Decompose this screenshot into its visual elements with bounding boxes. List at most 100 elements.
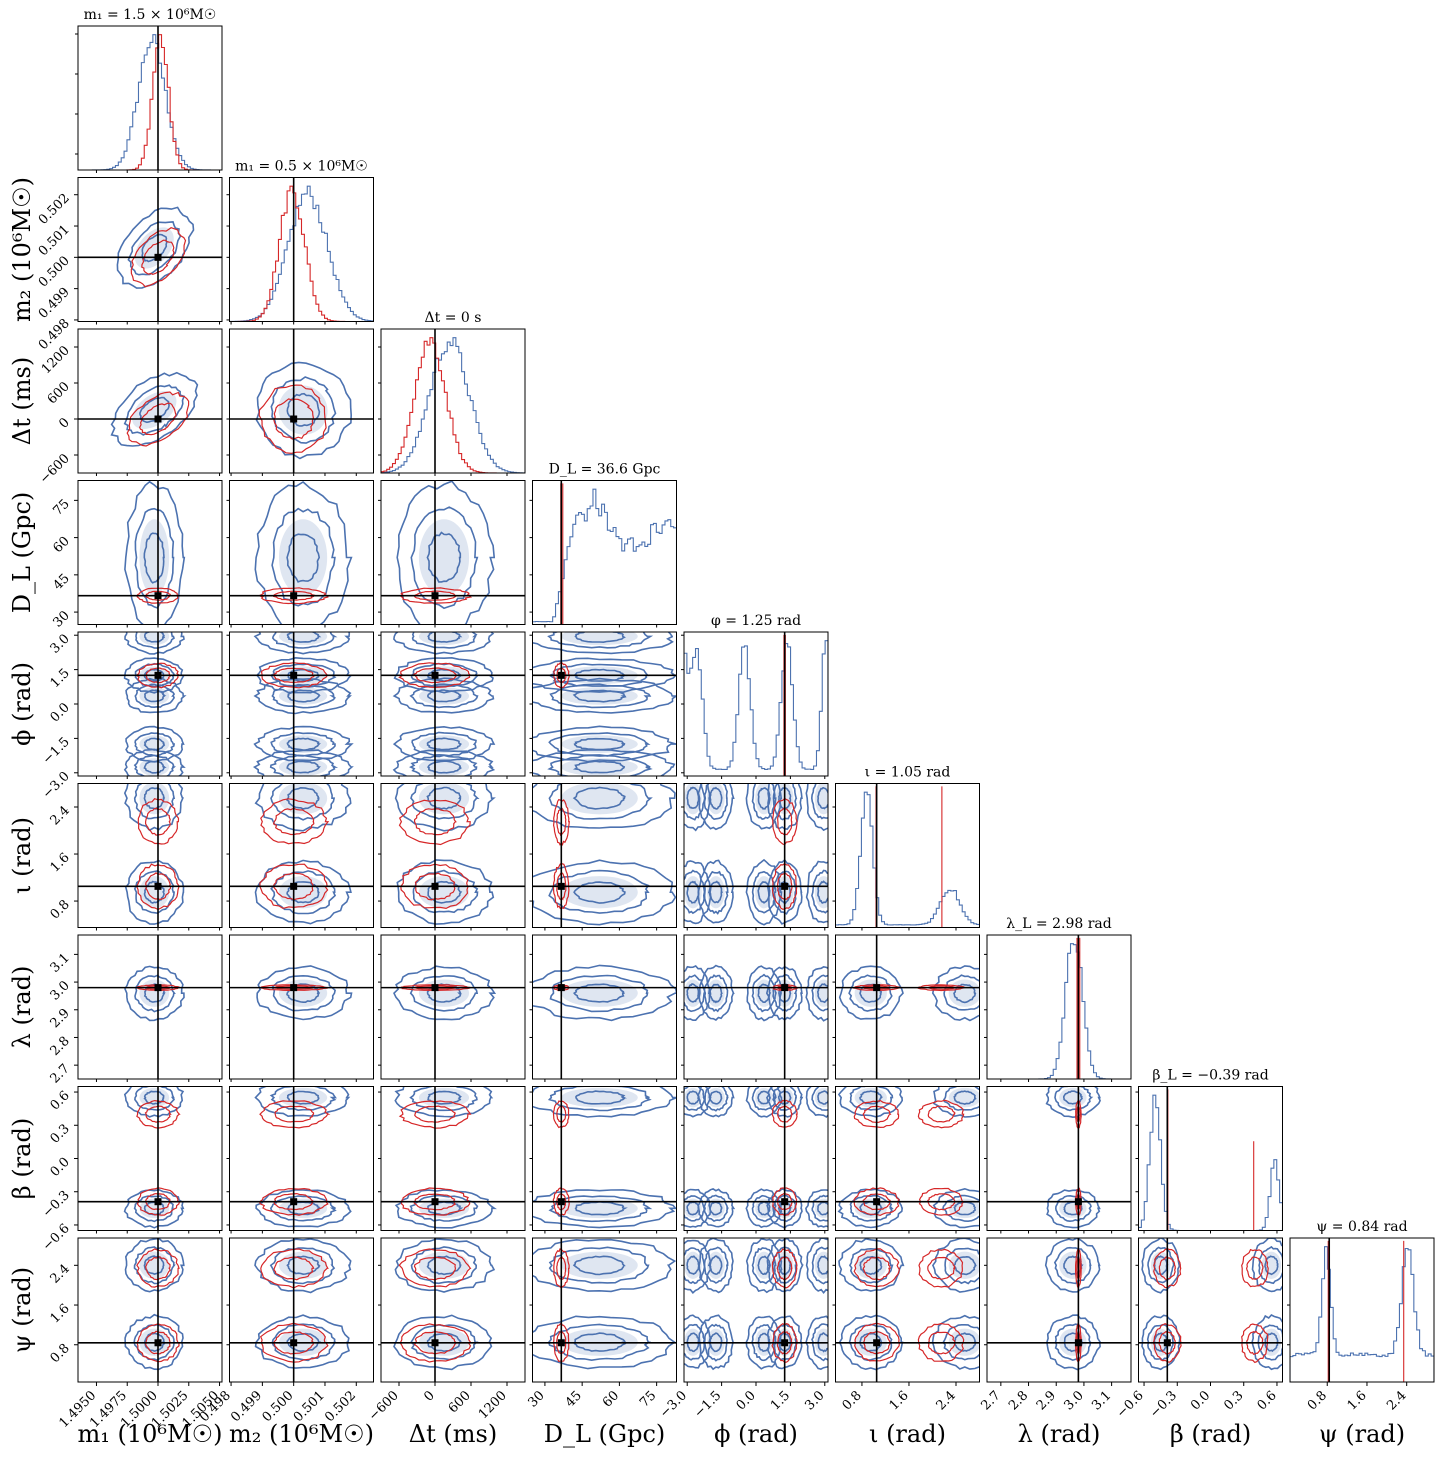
title-beta: β_L = −0.39 rad (1152, 1068, 1268, 1084)
contour-blue (1054, 1194, 1092, 1223)
contour-blue (684, 1247, 706, 1285)
panel-frame (77, 934, 223, 1080)
contour-blue (849, 1194, 894, 1222)
contour-red (1153, 1248, 1182, 1289)
contour-blue (574, 632, 626, 644)
density-fill (561, 687, 638, 705)
contour-blue (698, 1314, 735, 1371)
contour-blue (143, 632, 166, 643)
contour-blue (271, 683, 336, 709)
contour-blue (686, 1255, 701, 1275)
contour-blue (532, 859, 677, 926)
density-fill (418, 632, 470, 646)
title-phi: φ = 1.25 rad (711, 613, 801, 629)
title-m1: m₁ = 1.5 × 10⁶M☉ (84, 7, 217, 23)
contour-blue (745, 858, 783, 926)
contour-blue (698, 964, 735, 1021)
density-fill (814, 876, 828, 909)
ytick-label-DL: 75 (51, 497, 73, 519)
xtick-label-dt: 1200 (476, 1388, 510, 1422)
panel-frame (683, 783, 829, 928)
contour-blue (1258, 1245, 1283, 1285)
contour-blue (134, 1086, 176, 1111)
xaxis-label-phi: ϕ (rad) (714, 1420, 798, 1448)
truth-marker (154, 1339, 162, 1347)
contour-blue (532, 783, 676, 829)
contour-blue (1046, 1189, 1101, 1229)
panel-frame (229, 1237, 374, 1383)
contour-red (414, 1105, 456, 1123)
contour-blue (943, 1086, 980, 1111)
contour-blue (271, 1323, 337, 1362)
contour-blue (254, 1086, 351, 1118)
contour-red (136, 1248, 180, 1288)
contour-blue (548, 732, 651, 757)
contour-red (141, 239, 175, 276)
panel-frame (986, 1086, 1132, 1231)
contour-blue (766, 858, 803, 925)
contour-blue (1264, 1332, 1279, 1353)
contour-blue (254, 783, 352, 832)
contour-blue (838, 1314, 904, 1371)
xtick-label-DL: 45 (563, 1388, 585, 1410)
panel-frame (380, 783, 526, 928)
contour-blue (410, 783, 480, 820)
xtick-label-iota: 2.4 (934, 1388, 959, 1413)
contour-blue (849, 1086, 894, 1111)
contour-blue (426, 737, 462, 751)
contour-red (135, 662, 182, 689)
contour-red (552, 1322, 570, 1363)
contour-red (1075, 1248, 1082, 1290)
contour-blue (548, 869, 650, 914)
xtick-label-lambda: 2.9 (1034, 1388, 1059, 1413)
truth-marker (154, 882, 162, 890)
contour-blue (254, 1314, 350, 1369)
contour-red (771, 862, 798, 910)
contour-blue (547, 1323, 651, 1362)
contour-red (777, 1105, 794, 1123)
contour-blue (572, 760, 626, 774)
truth-marker (1163, 1339, 1171, 1347)
contour-blue (953, 1090, 977, 1105)
truth-marker (557, 882, 565, 890)
panel-frame (380, 1237, 526, 1383)
contour-blue (709, 983, 723, 1004)
contour-red (862, 1330, 891, 1355)
contour-red (1152, 1323, 1182, 1363)
contour-blue (271, 974, 336, 1012)
contour-blue (133, 870, 175, 915)
ytick-label-dt: −600 (37, 451, 73, 487)
ytick-label-lambda: 2.8 (48, 1034, 73, 1059)
contour-blue (811, 869, 828, 914)
contour-blue (409, 975, 479, 1012)
contour-blue (1046, 1314, 1102, 1371)
xaxis-label-psi: ψ (rad) (1319, 1420, 1405, 1448)
contour-blue (1257, 1324, 1283, 1361)
contour-blue (134, 974, 176, 1013)
truth-marker (781, 1339, 789, 1347)
contour-red (259, 1100, 331, 1129)
contour-blue (532, 677, 677, 714)
contour-blue (532, 725, 677, 763)
panel-frame (986, 934, 1132, 1080)
xaxis-label-iota: ι (rad) (869, 1420, 946, 1448)
truth-marker (431, 984, 439, 992)
contour-blue (286, 533, 321, 583)
contour-blue (766, 1315, 803, 1370)
xtick-label-psi: 2.4 (1384, 1388, 1409, 1413)
truth-marker (154, 1198, 162, 1206)
contour-blue (709, 1090, 723, 1105)
panel-frame (77, 480, 223, 625)
contour-blue (392, 677, 495, 714)
contour-blue (426, 786, 462, 810)
contour-blue (751, 783, 777, 820)
contour-blue (286, 632, 322, 643)
contour-blue (697, 1086, 735, 1118)
contour-red (145, 872, 172, 901)
contour-blue (254, 859, 352, 925)
contour-blue (848, 1323, 893, 1362)
hist-blue (1290, 1246, 1434, 1382)
contour-blue (253, 632, 351, 655)
contour-blue (409, 754, 478, 776)
